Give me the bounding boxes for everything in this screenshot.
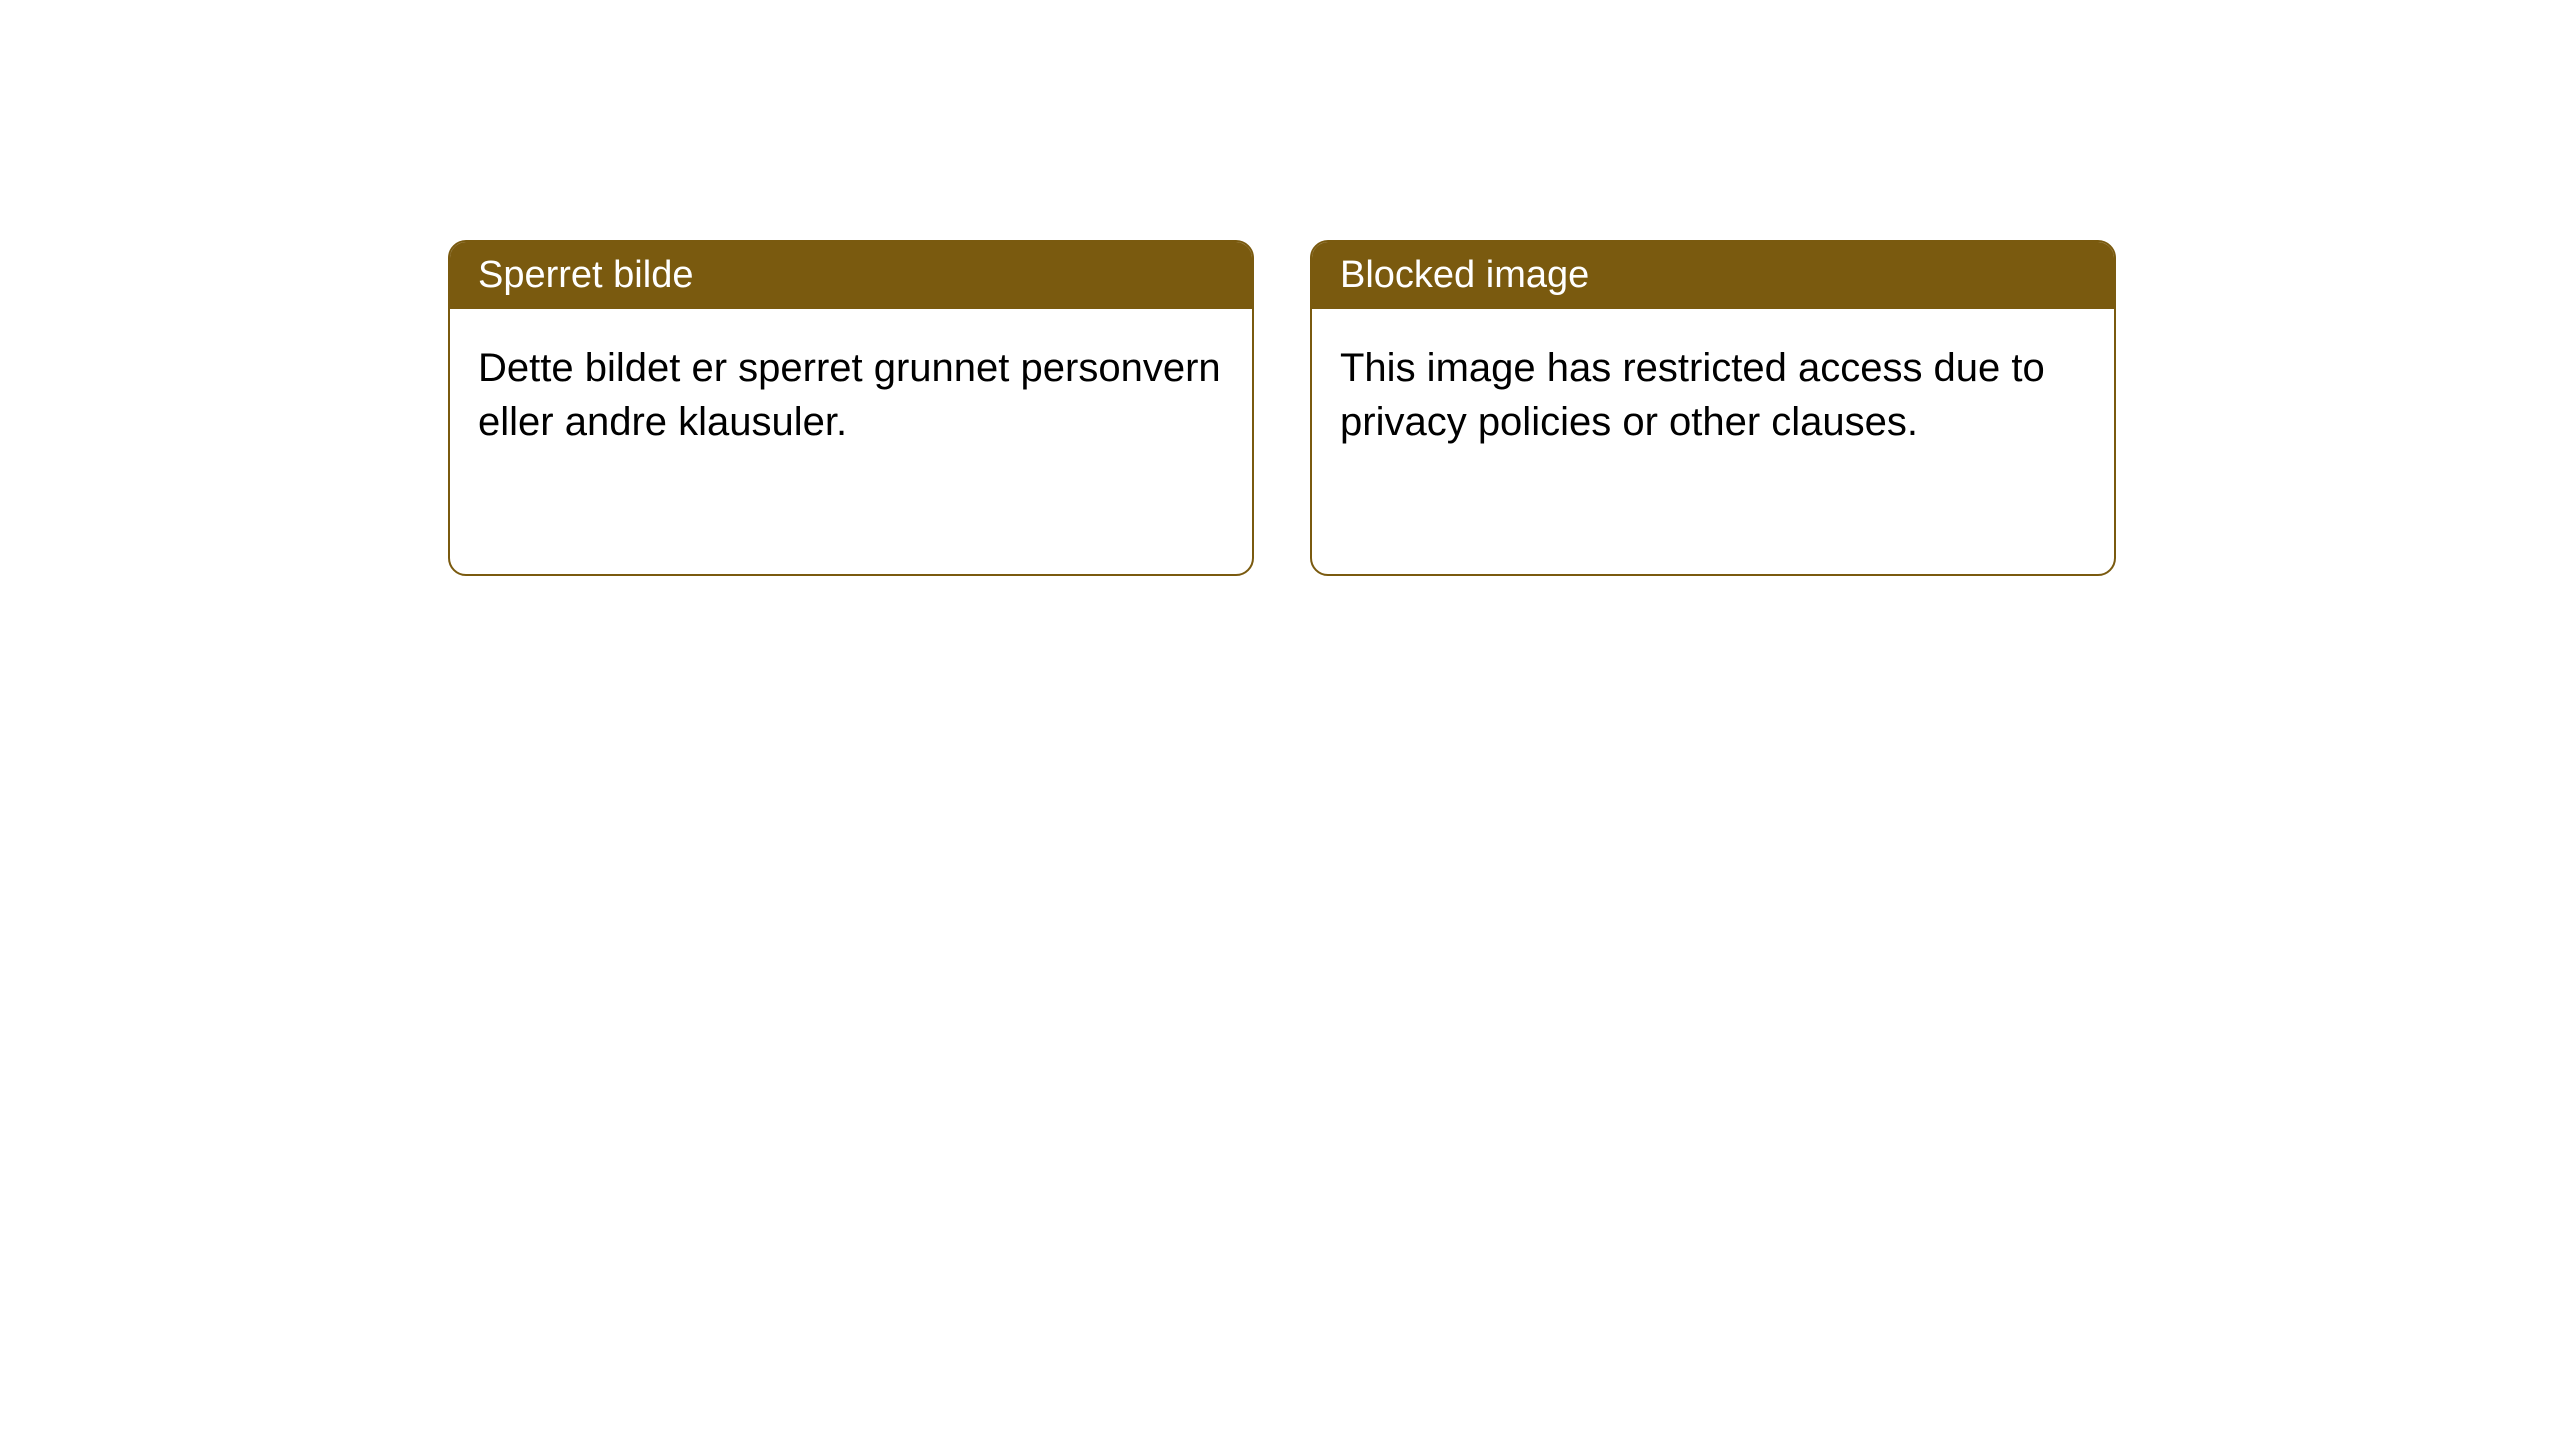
card-body-text: This image has restricted access due to … <box>1340 346 2045 444</box>
notice-card-no: Sperret bilde Dette bildet er sperret gr… <box>448 240 1254 576</box>
card-body: This image has restricted access due to … <box>1312 309 2114 481</box>
card-body: Dette bildet er sperret grunnet personve… <box>450 309 1252 481</box>
card-body-text: Dette bildet er sperret grunnet personve… <box>478 346 1221 444</box>
card-header: Blocked image <box>1312 242 2114 309</box>
notice-card-en: Blocked image This image has restricted … <box>1310 240 2116 576</box>
card-title: Sperret bilde <box>478 254 693 296</box>
card-title: Blocked image <box>1340 254 1589 296</box>
card-header: Sperret bilde <box>450 242 1252 309</box>
notice-container: Sperret bilde Dette bildet er sperret gr… <box>0 0 2560 576</box>
